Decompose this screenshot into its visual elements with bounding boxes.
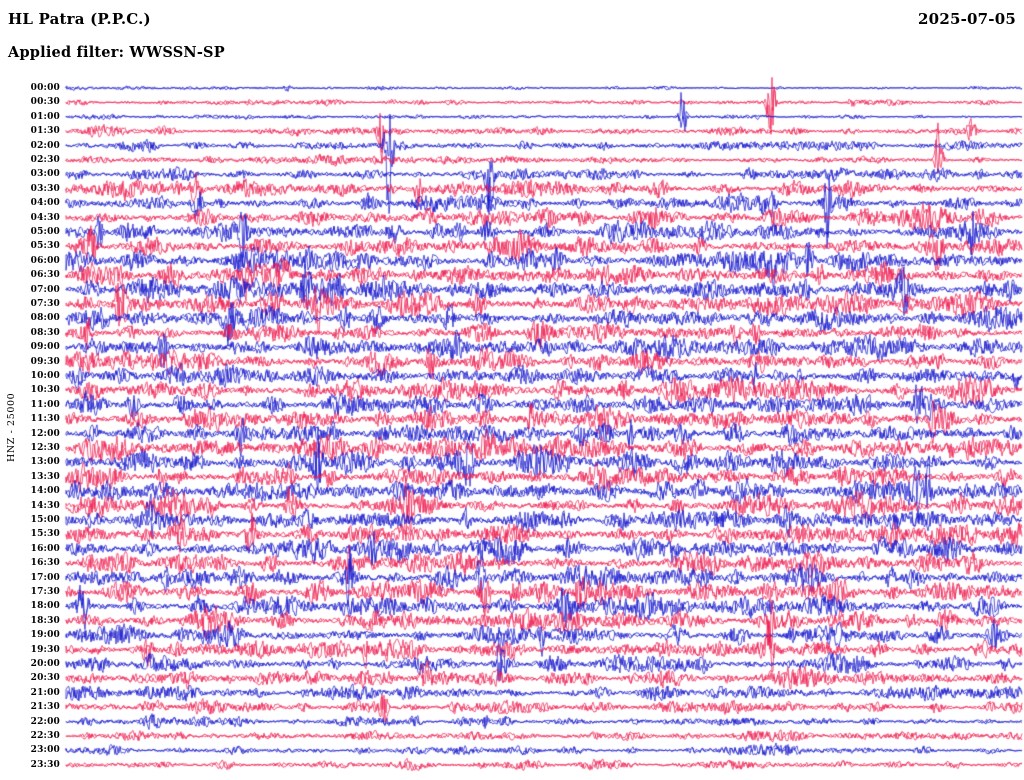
time-label: 20:30 (30, 673, 60, 684)
time-label: 06:30 (30, 270, 60, 281)
time-label: 00:30 (30, 97, 60, 108)
time-label: 18:00 (30, 601, 60, 612)
time-label: 17:00 (30, 572, 60, 583)
time-label: 23:00 (30, 745, 60, 756)
time-label: 16:00 (30, 543, 60, 554)
time-label: 10:00 (30, 371, 60, 381)
time-label: 13:00 (30, 457, 60, 468)
time-label: 15:00 (30, 515, 60, 525)
time-label: 05:30 (30, 241, 60, 252)
time-label: 20:00 (30, 659, 60, 669)
time-label: 21:30 (30, 702, 60, 713)
date-label: 2025-07-05 (918, 10, 1016, 28)
time-label: 19:00 (30, 630, 60, 641)
time-label: 16:30 (30, 558, 60, 569)
time-label: 01:30 (30, 126, 60, 137)
time-label: 07:30 (30, 299, 60, 309)
time-label: 03:00 (30, 169, 60, 180)
time-label: 08:00 (30, 313, 60, 324)
time-label: 06:00 (30, 255, 60, 266)
time-label: 09:30 (30, 356, 60, 367)
time-label: 13:30 (30, 471, 60, 482)
header-bar: HL Patra (P.P.C.) 2025-07-05 (8, 10, 1016, 28)
time-label: 07:00 (30, 284, 60, 295)
time-axis: 00:00 00:30 01:00 01:30 02:00 02:30 03:00 03:30… (0, 0, 63, 780)
time-label: 14:30 (30, 500, 60, 511)
time-label: 19:30 (30, 644, 60, 655)
time-label: 02:30 (30, 155, 60, 165)
time-label: 01:00 (30, 111, 60, 122)
time-label: 14:00 (30, 486, 60, 497)
time-label: 23:30 (30, 759, 60, 770)
station-title: HL Patra (P.P.C.) (8, 10, 151, 28)
filter-label: Applied filter: WWSSN-SP (8, 44, 225, 61)
time-label: 04:30 (30, 212, 60, 223)
time-label: 11:30 (30, 414, 60, 425)
time-label: 05:00 (30, 227, 60, 237)
time-label: 00:00 (30, 83, 60, 93)
time-label: 11:00 (30, 399, 60, 410)
time-label: 15:30 (30, 529, 60, 540)
time-label: 12:30 (30, 443, 60, 453)
time-label: 12:00 (30, 428, 60, 439)
time-label: 22:30 (30, 731, 60, 741)
time-label: 04:00 (30, 198, 60, 209)
time-label: 03:30 (30, 183, 60, 194)
time-label: 08:30 (30, 327, 60, 338)
time-label: 18:30 (30, 615, 60, 626)
time-label: 22:00 (30, 716, 60, 727)
time-label: 21:00 (30, 687, 60, 698)
time-label: 10:30 (30, 385, 60, 396)
time-label: 09:00 (30, 342, 60, 353)
time-label: 02:00 (30, 140, 60, 151)
time-label: 17:30 (30, 587, 60, 597)
